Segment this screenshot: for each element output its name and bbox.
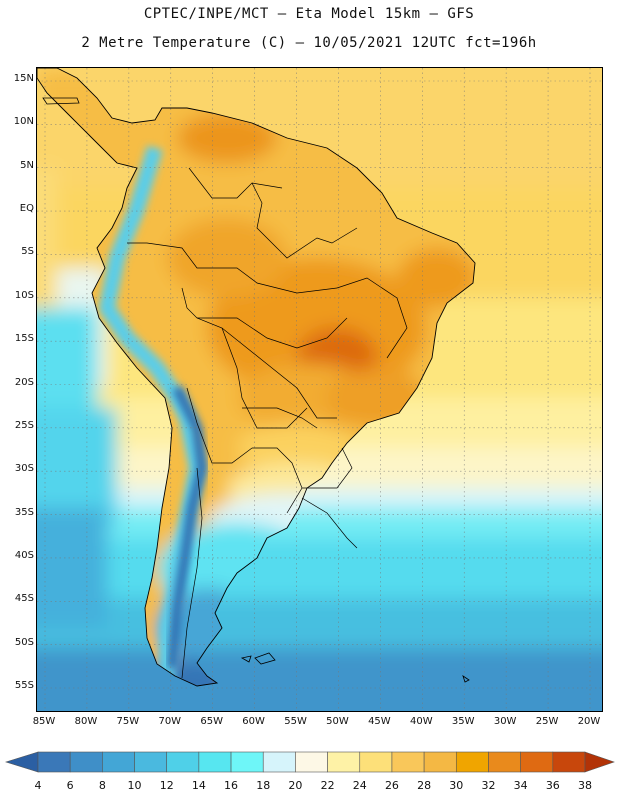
temperature-map <box>36 67 603 712</box>
legend-cell <box>488 751 521 773</box>
legend-cell <box>359 751 393 773</box>
legend-tick-label: 22 <box>321 779 335 792</box>
islands <box>42 97 470 683</box>
longitude-label: 75W <box>116 716 140 727</box>
legend-cell <box>102 751 135 773</box>
latitude-label: 45S <box>14 593 34 605</box>
latitude-label: 20S <box>14 376 34 388</box>
legend-cell <box>69 751 103 773</box>
latitude-label: 5S <box>21 246 34 258</box>
legend-tick-label: 6 <box>67 779 74 792</box>
legend-cell <box>455 751 489 773</box>
longitude-label: 20W <box>577 716 601 727</box>
legend-tick-label: 10 <box>128 779 142 792</box>
map-title: CPTEC/INPE/MCT – Eta Model 15km – GFS <box>143 6 475 22</box>
longitude-label: 55W <box>284 716 307 727</box>
map-canvas <box>37 68 602 711</box>
latitude-label: EQ <box>19 203 34 215</box>
legend-cell <box>327 751 361 773</box>
longitude-label: 40W <box>409 716 433 727</box>
legend-tick-label: 24 <box>353 779 367 792</box>
legend-tick-label: 30 <box>449 779 463 792</box>
latitude-label: 25S <box>14 419 34 431</box>
legend-cell <box>520 751 554 773</box>
legend-cell <box>134 751 168 773</box>
legend-cell <box>295 751 328 773</box>
legend-tick-label: 38 <box>578 779 592 792</box>
legend-cell <box>391 751 425 773</box>
latitude-label: 35S <box>14 506 34 518</box>
legend-cell <box>166 751 200 773</box>
legend-cell <box>230 751 264 773</box>
latitude-label: 55S <box>14 680 34 691</box>
legend-cell <box>198 751 232 773</box>
latitude-label: 5N <box>20 159 34 171</box>
country-borders <box>127 167 408 679</box>
longitude-label: 30W <box>493 716 517 727</box>
legend-cell <box>262 751 296 773</box>
longitude-label: 45W <box>368 716 391 727</box>
longitude-label: 70W <box>158 716 182 727</box>
legend-tick-label: 32 <box>481 779 495 792</box>
latitude-label: 15N <box>13 73 34 84</box>
legend-tick-label: 18 <box>256 779 270 792</box>
legend-cell-high <box>584 751 615 773</box>
latitude-label: 10S <box>14 289 34 301</box>
legend-cell <box>423 751 457 773</box>
latitude-label: 10N <box>13 116 34 128</box>
longitude-label: 80W <box>74 716 98 727</box>
longitude-label: 60W <box>242 716 265 727</box>
latitude-label: 30S <box>14 463 34 475</box>
longitude-label: 25W <box>535 716 559 727</box>
legend-tick-label: 16 <box>224 779 238 792</box>
legend-tick-label: 26 <box>385 779 399 792</box>
legend-cell <box>37 751 71 773</box>
longitude-label: 85W <box>32 716 56 727</box>
latitude-label: 50S <box>14 636 34 648</box>
legend-tick-label: 28 <box>417 779 431 792</box>
legend-cell <box>552 751 586 773</box>
lat-lon-grid <box>37 68 602 711</box>
legend-tick-label: 8 <box>99 779 106 792</box>
map-subtitle: 2 Metre Temperature (C) – 10/05/2021 12U… <box>81 35 537 51</box>
longitude-label: 65W <box>200 716 223 727</box>
latitude-label: 15S <box>14 333 34 345</box>
legend-tick-label: 20 <box>288 779 302 792</box>
legend-tick-label: 34 <box>514 779 528 792</box>
legend-cell-low <box>4 751 39 773</box>
legend-tick-label: 14 <box>192 779 206 792</box>
latitude-label: 40S <box>14 549 34 561</box>
longitude-label: 50W <box>326 716 349 727</box>
legend-tick-label: 4 <box>35 779 42 792</box>
color-legend: 4 6 8 10 12 14 16 18 20 22 24 26 28 30 32 34 36 38 <box>0 748 618 800</box>
legend-tick-label: 36 <box>546 779 560 792</box>
longitude-label: 35W <box>451 716 475 727</box>
legend-tick-label: 12 <box>160 779 174 792</box>
